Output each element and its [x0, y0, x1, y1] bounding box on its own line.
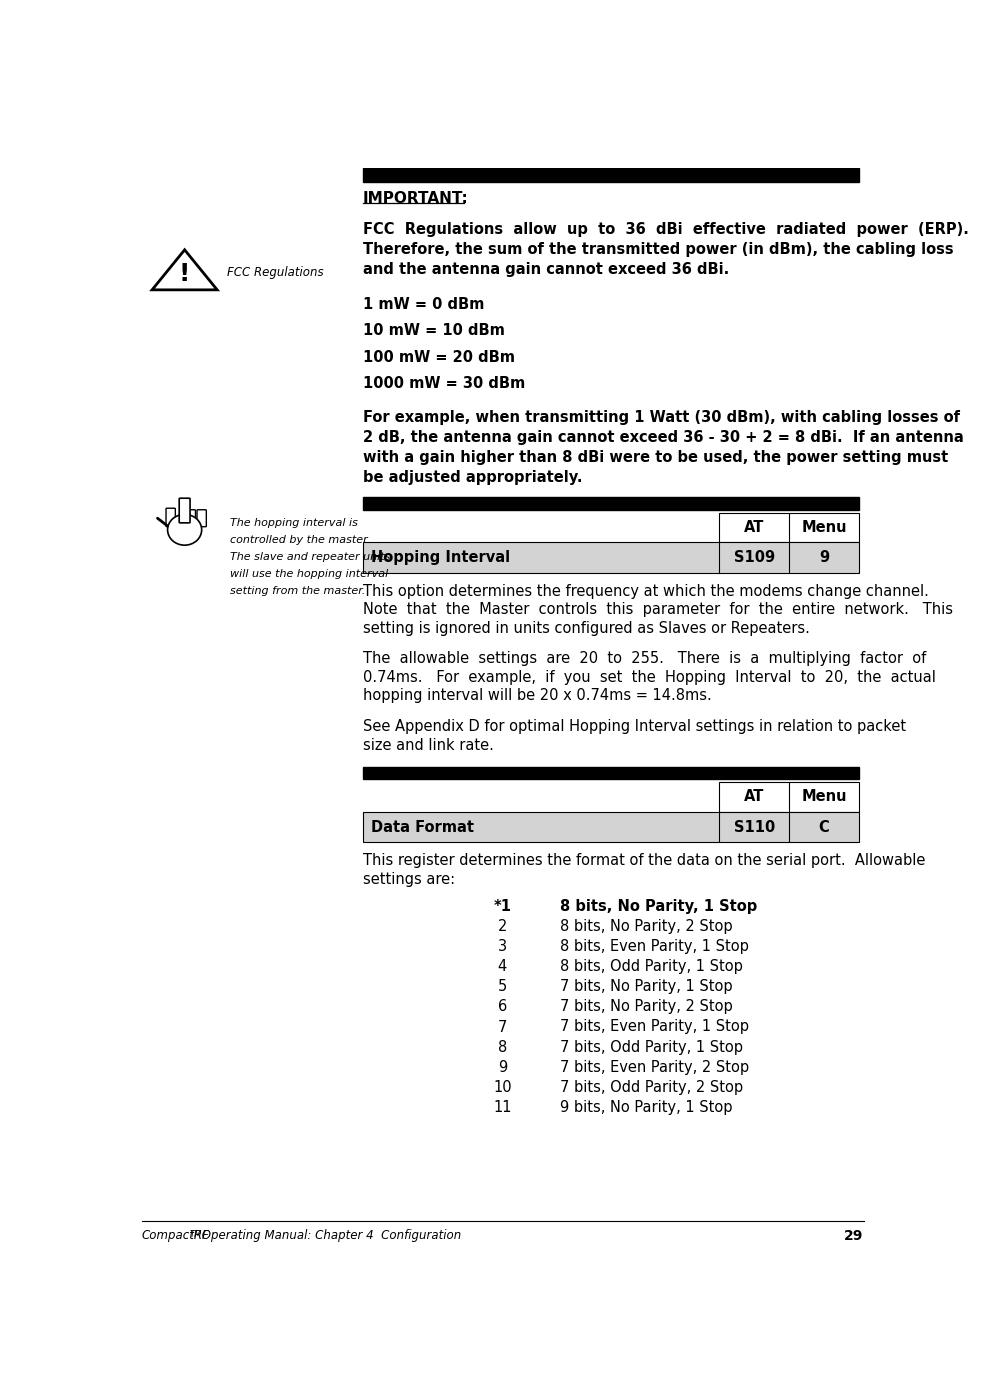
Text: 3: 3 — [497, 939, 507, 954]
FancyBboxPatch shape — [166, 508, 176, 526]
Text: 0.74ms.   For  example,  if  you  set  the  Hopping  Interval  to  20,  the  act: 0.74ms. For example, if you set the Hopp… — [363, 670, 936, 686]
Text: 7 bits, Odd Parity, 2 Stop: 7 bits, Odd Parity, 2 Stop — [560, 1080, 744, 1094]
Text: 9: 9 — [497, 1059, 507, 1074]
Text: 9: 9 — [819, 550, 829, 565]
Text: 7 bits, No Parity, 1 Stop: 7 bits, No Parity, 1 Stop — [560, 979, 733, 995]
Bar — [363, 541, 859, 574]
Text: 11: 11 — [493, 1100, 512, 1115]
Text: 8 bits, No Parity, 1 Stop: 8 bits, No Parity, 1 Stop — [560, 900, 757, 915]
Text: 29: 29 — [844, 1228, 863, 1242]
Text: 1 mW = 0 dBm: 1 mW = 0 dBm — [363, 297, 485, 312]
Text: 4: 4 — [497, 960, 507, 975]
Text: 10: 10 — [493, 1080, 512, 1094]
Text: C: C — [818, 820, 829, 834]
Text: See Appendix D for optimal Hopping Interval settings in relation to packet: See Appendix D for optimal Hopping Inter… — [363, 719, 906, 734]
Text: 9 bits, No Parity, 1 Stop: 9 bits, No Parity, 1 Stop — [560, 1100, 733, 1115]
Text: and the antenna gain cannot exceed 36 dBi.: and the antenna gain cannot exceed 36 dB… — [363, 262, 729, 277]
Bar — [363, 811, 859, 842]
Text: 7 bits, No Parity, 2 Stop: 7 bits, No Parity, 2 Stop — [560, 999, 733, 1014]
Text: S109: S109 — [734, 550, 775, 565]
Text: setting is ignored in units configured as Slaves or Repeaters.: setting is ignored in units configured a… — [363, 621, 809, 635]
Text: settings are:: settings are: — [363, 872, 455, 887]
Bar — [719, 782, 859, 811]
FancyBboxPatch shape — [197, 509, 206, 526]
Text: The hopping interval is: The hopping interval is — [230, 518, 357, 529]
Text: For example, when transmitting 1 Watt (30 dBm), with cabling losses of: For example, when transmitting 1 Watt (3… — [363, 410, 959, 425]
Text: 100 mW = 20 dBm: 100 mW = 20 dBm — [363, 350, 515, 365]
Text: Menu: Menu — [801, 789, 847, 804]
Text: AT: AT — [744, 520, 764, 534]
Text: !: ! — [179, 262, 190, 285]
Text: size and link rate.: size and link rate. — [363, 737, 493, 753]
Text: 7 bits, Even Parity, 1 Stop: 7 bits, Even Parity, 1 Stop — [560, 1020, 749, 1034]
Text: The slave and repeater units: The slave and repeater units — [230, 553, 390, 562]
Text: CompactRF: CompactRF — [142, 1228, 210, 1242]
Text: be adjusted appropriately.: be adjusted appropriately. — [363, 470, 583, 484]
Text: *1: *1 — [493, 900, 511, 915]
Text: 6: 6 — [497, 999, 507, 1014]
Bar — [719, 513, 859, 541]
Text: AT: AT — [744, 789, 764, 804]
Text: Hopping Interval: Hopping Interval — [371, 550, 510, 565]
Bar — [363, 767, 859, 779]
Text: 7 bits, Even Parity, 2 Stop: 7 bits, Even Parity, 2 Stop — [560, 1059, 749, 1074]
Text: 2: 2 — [497, 919, 507, 935]
Text: 8 bits, No Parity, 2 Stop: 8 bits, No Parity, 2 Stop — [560, 919, 733, 935]
Bar — [363, 168, 859, 182]
FancyBboxPatch shape — [186, 509, 195, 526]
Text: This register determines the format of the data on the serial port.  Allowable: This register determines the format of t… — [363, 853, 925, 869]
Text: Note  that  the  Master  controls  this  parameter  for  the  entire  network.  : Note that the Master controls this param… — [363, 602, 953, 617]
Text: 10 mW = 10 dBm: 10 mW = 10 dBm — [363, 323, 505, 339]
Text: 8: 8 — [497, 1039, 507, 1055]
Text: will use the hopping interval: will use the hopping interval — [230, 569, 387, 579]
Text: FCC  Regulations  allow  up  to  36  dBi  effective  radiated  power  (ERP).: FCC Regulations allow up to 36 dBi effec… — [363, 222, 969, 236]
Text: The  allowable  settings  are  20  to  255.   There  is  a  multiplying  factor : The allowable settings are 20 to 255. Th… — [363, 652, 926, 666]
Text: 5: 5 — [497, 979, 507, 995]
FancyBboxPatch shape — [180, 498, 190, 523]
Text: with a gain higher than 8 dBi were to be used, the power setting must: with a gain higher than 8 dBi were to be… — [363, 449, 948, 464]
Text: TM: TM — [190, 1231, 202, 1240]
Text: 8 bits, Even Parity, 1 Stop: 8 bits, Even Parity, 1 Stop — [560, 939, 749, 954]
Text: controlled by the master.: controlled by the master. — [230, 536, 370, 546]
Text: Data Format: Data Format — [371, 820, 474, 834]
Text: Therefore, the sum of the transmitted power (in dBm), the cabling loss: Therefore, the sum of the transmitted po… — [363, 242, 954, 257]
Text: FCC Regulations: FCC Regulations — [228, 266, 324, 280]
Text: Menu: Menu — [801, 520, 847, 534]
Polygon shape — [152, 250, 217, 290]
Text: Operating Manual: Chapter 4  Configuration: Operating Manual: Chapter 4 Configuratio… — [198, 1228, 461, 1242]
Text: setting from the master.: setting from the master. — [230, 586, 365, 596]
Text: hopping interval will be 20 x 0.74ms = 14.8ms.: hopping interval will be 20 x 0.74ms = 1… — [363, 688, 711, 704]
Text: 2 dB, the antenna gain cannot exceed 36 - 30 + 2 = 8 dBi.  If an antenna: 2 dB, the antenna gain cannot exceed 36 … — [363, 429, 963, 445]
Text: S110: S110 — [734, 820, 775, 834]
Text: 7 bits, Odd Parity, 1 Stop: 7 bits, Odd Parity, 1 Stop — [560, 1039, 744, 1055]
Bar — [363, 498, 859, 509]
Ellipse shape — [168, 515, 202, 546]
Text: This option determines the frequency at which the modems change channel.: This option determines the frequency at … — [363, 583, 929, 599]
Text: 8 bits, Odd Parity, 1 Stop: 8 bits, Odd Parity, 1 Stop — [560, 960, 744, 975]
Text: IMPORTANT:: IMPORTANT: — [363, 192, 469, 206]
Text: 1000 mW = 30 dBm: 1000 mW = 30 dBm — [363, 376, 525, 390]
Text: 7: 7 — [497, 1020, 507, 1034]
